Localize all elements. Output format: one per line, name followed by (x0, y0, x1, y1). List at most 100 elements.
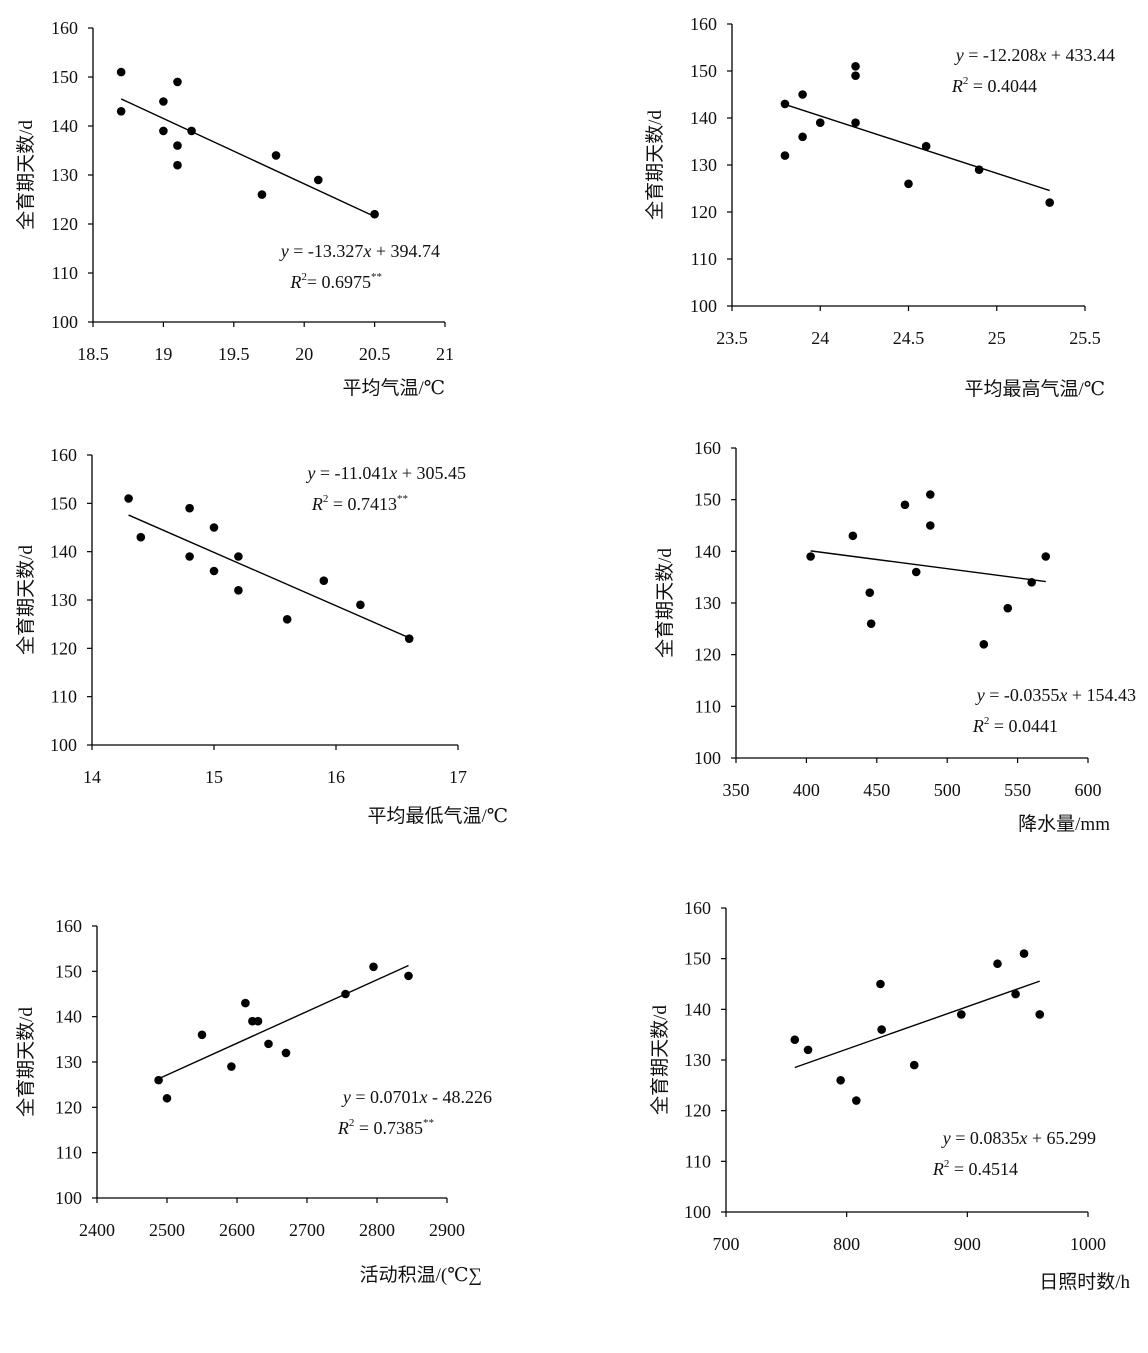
data-point (234, 586, 243, 595)
chart-panel-3: 100 110 120 130 140 150 160 14 15 16 17 全育期天数/d 平均最低… (15, 445, 508, 827)
significance-stars: ** (423, 1117, 434, 1129)
x-tick-label: 14 (83, 767, 101, 787)
x-tick-label: 23.5 (716, 328, 748, 348)
data-point (851, 71, 860, 80)
eq-y-symbol: y (941, 1128, 951, 1148)
r-squared-value: = 0.6975 (307, 272, 371, 292)
data-point (319, 576, 329, 585)
data-point (264, 1039, 273, 1049)
data-point (798, 132, 807, 142)
y-tick-label: 120 (690, 202, 717, 222)
y-tick-label: 110 (695, 696, 721, 716)
chart-panel-6: 100 110 120 130 140 150 160 700 800 900 1000 全育期天数/… (649, 898, 1130, 1293)
data-point (234, 552, 243, 561)
data-point (866, 619, 876, 628)
data-point (836, 1075, 845, 1085)
y-tick-label: 100 (50, 735, 77, 755)
regression-equation: y = 0.0835x + 65.299 (941, 1128, 1096, 1148)
r-squared-text: R2 = 0.7385** (337, 1117, 434, 1138)
data-point (790, 1035, 800, 1045)
y-axis-title: 全育期天数/d (15, 545, 37, 655)
y-tick-label: 150 (50, 493, 77, 513)
data-point (851, 118, 860, 127)
data-point (803, 1045, 813, 1055)
r-superscript: 2 (323, 493, 329, 505)
x-tick-label: 25.5 (1069, 328, 1101, 348)
x-tick-label: 19.5 (218, 344, 250, 364)
trend-line (158, 964, 409, 1080)
r-squared-text: R2 = 0.7413** (311, 493, 408, 514)
eq-slope: = -13.327 (289, 241, 364, 261)
data-point (798, 90, 807, 99)
data-point (173, 77, 182, 87)
r-squared-value: = 0.4514 (949, 1159, 1018, 1179)
eq-x-symbol: x (1058, 685, 1067, 705)
data-point (404, 971, 413, 981)
data-point (116, 67, 126, 77)
y-tick-label: 140 (55, 1007, 82, 1027)
y-tick-label: 100 (690, 296, 717, 316)
data-point (404, 634, 414, 643)
eq-intercept: + 305.45 (397, 463, 466, 483)
x-axis-title: 平均最低气温/℃ (367, 805, 508, 827)
y-tick-label: 100 (55, 1188, 82, 1208)
eq-intercept: + 154.43 (1067, 685, 1136, 705)
data-point (876, 979, 885, 989)
x-tick-label: 16 (327, 767, 345, 787)
data-point (1041, 552, 1051, 561)
r-symbol: R (311, 494, 323, 514)
data-point (159, 126, 168, 136)
x-axis-title: 日照时数/h (1039, 1271, 1130, 1293)
x-tick-label: 18.5 (77, 344, 109, 364)
eq-y-symbol: y (975, 685, 985, 705)
y-tick-label: 100 (51, 312, 78, 332)
data-point (911, 567, 921, 577)
eq-x-symbol: x (419, 1087, 428, 1107)
data-point (369, 962, 378, 972)
data-point (209, 523, 219, 532)
r-superscript: 2 (944, 1158, 950, 1170)
y-tick-label: 150 (55, 961, 82, 981)
data-point (173, 160, 182, 170)
chart-panel-1: 100 110 120 130 140 150 160 18.5 19 19.5 20 20.5 21 全… (15, 18, 454, 399)
y-tick-label: 140 (694, 541, 721, 561)
data-point (806, 552, 815, 561)
x-tick-label: 450 (863, 780, 890, 800)
data-point (185, 552, 194, 561)
data-point (370, 209, 379, 219)
r-symbol: R (337, 1118, 349, 1138)
data-point (313, 175, 323, 185)
trend-line (120, 98, 375, 218)
data-point (900, 500, 910, 510)
x-axis-title: 平均最高气温/℃ (964, 378, 1105, 400)
eq-intercept: + 65.299 (1027, 1128, 1096, 1148)
data-point (926, 490, 935, 499)
x-tick-label: 20 (295, 344, 313, 364)
y-tick-label: 130 (50, 590, 77, 610)
data-point (877, 1025, 886, 1034)
trend-line (810, 550, 1046, 583)
r-superscript: 2 (963, 75, 969, 87)
x-tick-label: 24.5 (893, 328, 925, 348)
r-symbol: R (972, 716, 984, 736)
data-point (848, 531, 858, 541)
eq-y-symbol: y (305, 463, 315, 483)
x-axis-title: 平均气温/℃ (342, 377, 445, 399)
x-tick-label: 1000 (1070, 1234, 1106, 1254)
y-tick-label: 160 (684, 898, 711, 918)
data-point (162, 1093, 172, 1103)
data-point (271, 151, 281, 160)
x-tick-label: 20.5 (359, 344, 391, 364)
data-point (227, 1062, 236, 1071)
y-tick-label: 140 (50, 542, 77, 562)
regression-equation: y = -13.327x + 394.74 (279, 241, 440, 261)
x-tick-label: 19 (154, 344, 172, 364)
eq-slope: = -12.208 (964, 45, 1039, 65)
trend-line (794, 980, 1040, 1069)
data-point (1003, 603, 1013, 613)
x-tick-label: 25 (988, 328, 1006, 348)
y-tick-label: 130 (694, 593, 721, 613)
y-tick-label: 150 (694, 490, 721, 510)
data-point (780, 99, 790, 109)
